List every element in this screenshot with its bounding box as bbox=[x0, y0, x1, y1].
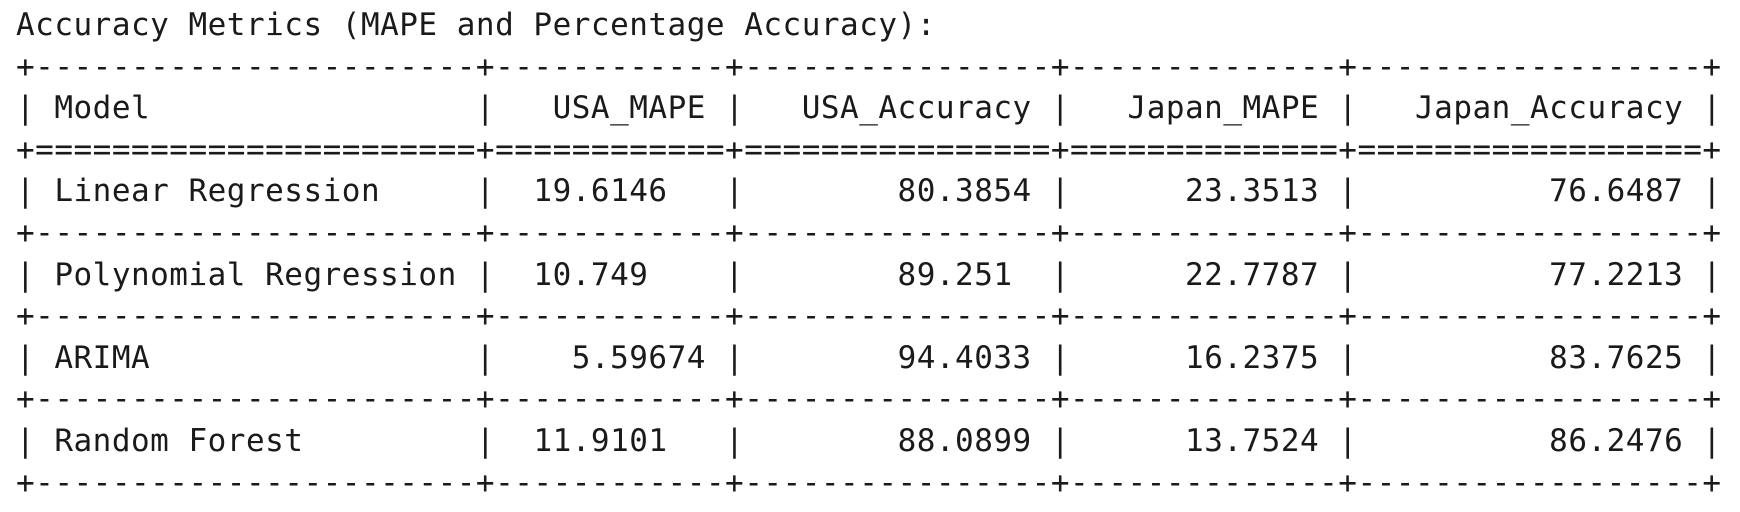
table-border-bottom: +-----------------------+------------+--… bbox=[16, 464, 1722, 501]
cell-model: Polynomial Regression bbox=[54, 256, 457, 293]
cell-usa-mape: 5.59674 bbox=[571, 339, 706, 376]
table-row-separator: +-----------------------+------------+--… bbox=[16, 381, 1722, 418]
table-header-separator: +=======================+============+==… bbox=[16, 131, 1722, 168]
cell-usa-accuracy: 80.3854 bbox=[897, 173, 1032, 210]
cell-usa-accuracy: 88.0899 bbox=[897, 422, 1032, 459]
table-row: | Polynomial Regression | 10.749 | 89.25… bbox=[16, 256, 1722, 293]
cell-usa-accuracy: 94.4033 bbox=[897, 339, 1032, 376]
terminal-output: Accuracy Metrics (MAPE and Percentage Ac… bbox=[0, 5, 1740, 504]
cell-japan-accuracy: 76.6487 bbox=[1549, 173, 1684, 210]
cell-japan-mape: 23.3513 bbox=[1185, 173, 1320, 210]
cell-model: Linear Regression bbox=[54, 173, 381, 210]
output-title: Accuracy Metrics (MAPE and Percentage Ac… bbox=[16, 7, 936, 43]
cell-japan-mape: 22.7787 bbox=[1185, 256, 1320, 293]
cell-japan-mape: 16.2375 bbox=[1185, 339, 1320, 376]
cell-usa-accuracy: 89.251 bbox=[897, 256, 1013, 293]
table-header-row: | Model | USA_MAPE | USA_Accuracy | Japa… bbox=[16, 90, 1722, 127]
cell-model: Random Forest bbox=[54, 422, 304, 459]
header-usa-accuracy: USA_Accuracy bbox=[801, 90, 1032, 127]
header-model: Model bbox=[54, 90, 151, 127]
header-japan-accuracy: Japan_Accuracy bbox=[1415, 90, 1684, 127]
table-row: | Random Forest | 11.9101 | 88.0899 | 13… bbox=[16, 422, 1722, 459]
cell-japan-accuracy: 83.7625 bbox=[1549, 339, 1684, 376]
table-border-top: +-----------------------+------------+--… bbox=[16, 48, 1722, 85]
cell-japan-accuracy: 86.2476 bbox=[1549, 422, 1684, 459]
cell-japan-accuracy: 77.2213 bbox=[1549, 256, 1684, 293]
table-row: | ARIMA | 5.59674 | 94.4033 | 16.2375 | … bbox=[16, 339, 1722, 376]
header-japan-mape: Japan_MAPE bbox=[1127, 90, 1320, 127]
table-row-separator: +-----------------------+------------+--… bbox=[16, 298, 1722, 335]
table-row-separator: +-----------------------+------------+--… bbox=[16, 214, 1722, 251]
cell-japan-mape: 13.7524 bbox=[1185, 422, 1320, 459]
header-usa-mape: USA_MAPE bbox=[552, 90, 706, 127]
table-row: | Linear Regression | 19.6146 | 80.3854 … bbox=[16, 173, 1722, 210]
cell-usa-mape: 11.9101 bbox=[533, 422, 668, 459]
cell-usa-mape: 10.749 bbox=[533, 256, 649, 293]
cell-usa-mape: 19.6146 bbox=[533, 173, 668, 210]
cell-model: ARIMA bbox=[54, 339, 151, 376]
